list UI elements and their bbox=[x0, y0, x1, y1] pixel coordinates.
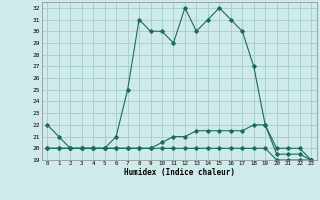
X-axis label: Humidex (Indice chaleur): Humidex (Indice chaleur) bbox=[124, 168, 235, 177]
